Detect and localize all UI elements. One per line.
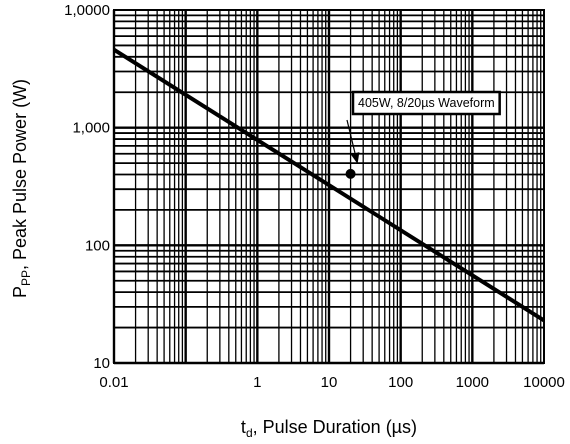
power-curve-line [112,47,546,323]
callout-arrowhead [350,152,360,164]
operating-point-marker [345,168,356,179]
callout-box [351,90,501,116]
callout: 405W, 8/20µs Waveform [346,90,501,164]
plot-area-frame [113,9,545,364]
y-tick-label: 1,0000 [64,2,110,19]
y-tick-label: 10 [93,355,110,372]
y-tick-label: 100 [85,237,110,254]
x-axis-title: td, Pulse Duration (µs) [241,417,417,440]
x-tick-label: 10000 [523,374,565,391]
y-axis-title-subscript: PP [19,270,33,286]
x-axis-title-main: t [241,417,246,437]
x-axis-ticks: 0.01 1 10 100 1000 10000 [99,374,564,391]
chart-grid [112,10,544,365]
x-axis-title-rest: , Pulse Duration (µs) [253,417,417,437]
y-axis-ticks: 1,0000 1,000 100 10 [64,2,110,372]
y-axis-title-rest: , Peak Pulse Power (W) [10,79,30,270]
callout-arrow-shaft [346,119,356,154]
x-axis-title-subscript: d [246,426,253,440]
x-tick-label: 100 [388,374,413,391]
x-tick-label: 10 [321,374,338,391]
y-axis-title: PPP, Peak Pulse Power (W) [10,79,33,298]
callout-label: 405W, 8/20µs Waveform [358,96,495,110]
y-axis-title-main: P [10,286,30,298]
x-tick-label: 1000 [456,374,489,391]
x-tick-label: 1 [253,374,261,391]
y-tick-label: 1,000 [72,120,110,137]
x-tick-label: 0.01 [99,374,128,391]
